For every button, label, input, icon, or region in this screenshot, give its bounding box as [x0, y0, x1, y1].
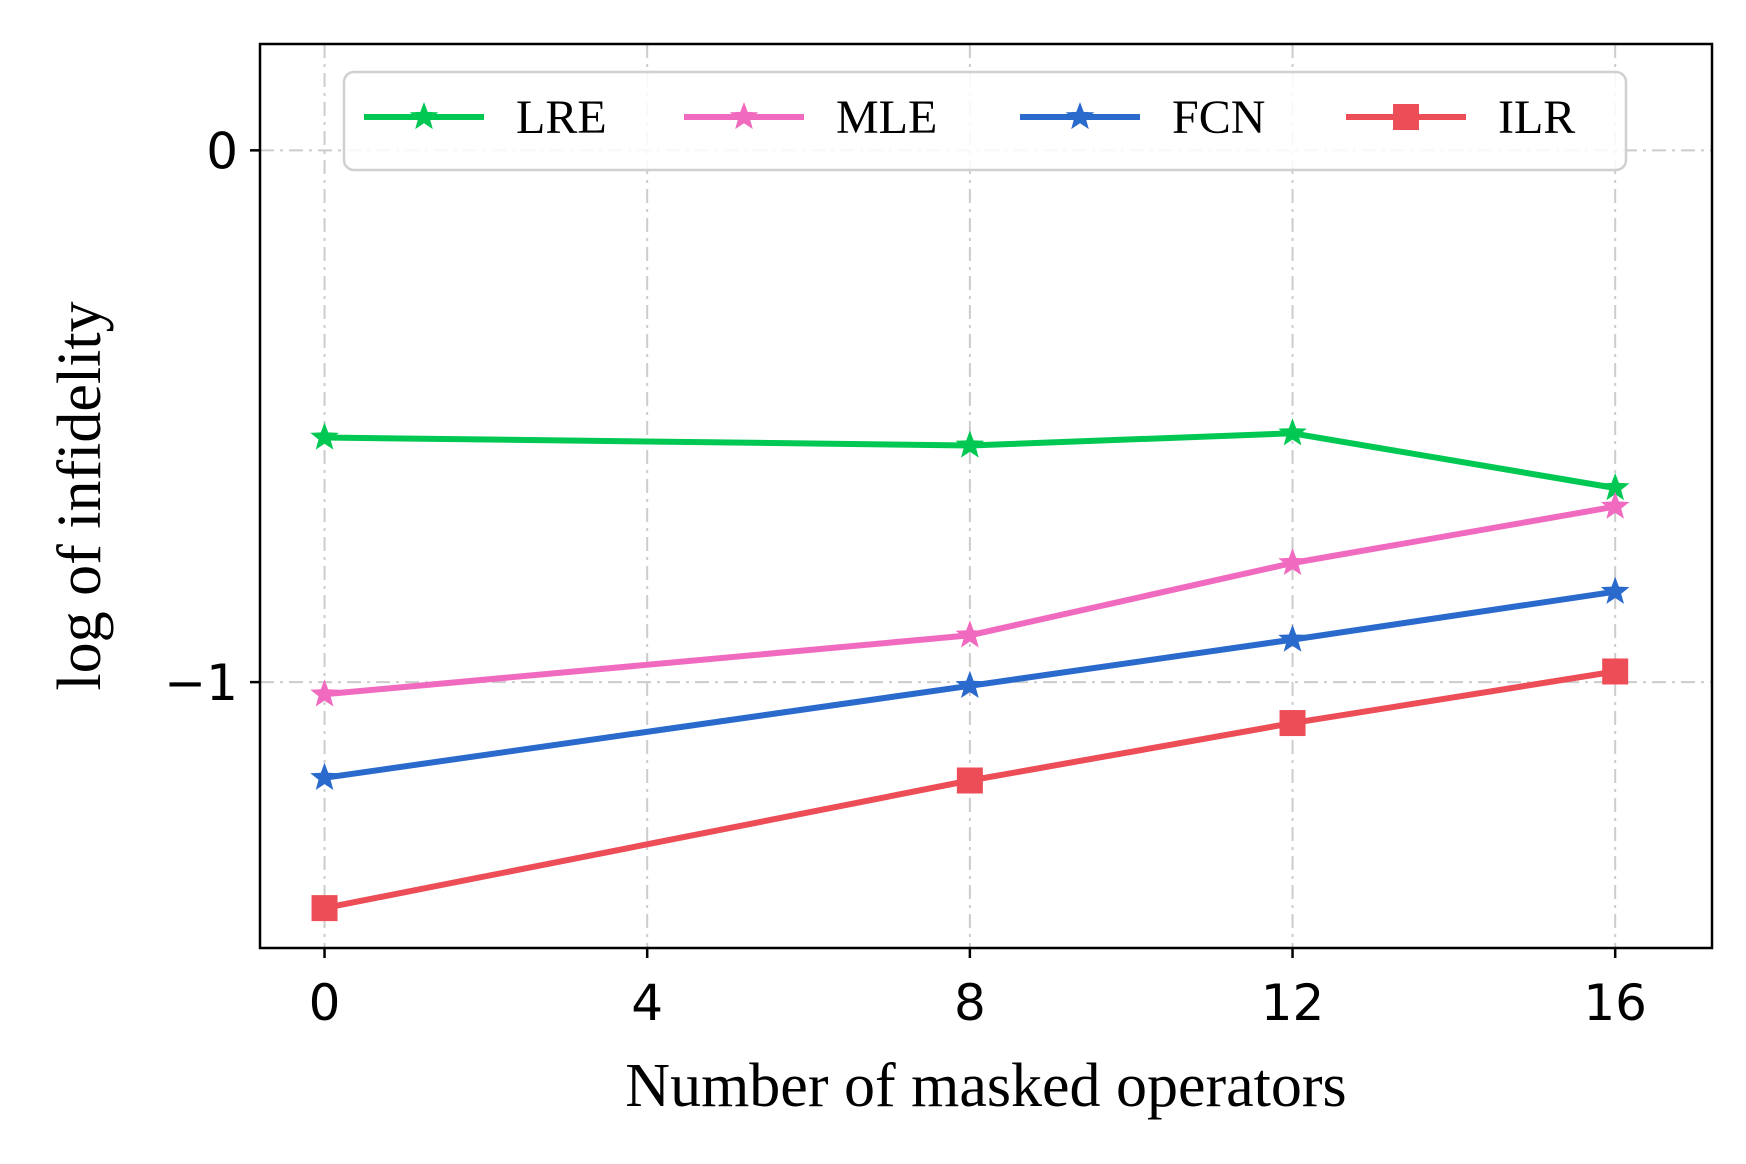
data-point-mle [1278, 548, 1307, 576]
series-layer [310, 418, 1630, 922]
data-point-fcn [310, 762, 339, 790]
series-line-mle [321, 503, 1619, 698]
y-tick-label: 0 [206, 122, 238, 180]
series-line-lre [321, 430, 1619, 491]
data-point-fcn [1278, 624, 1307, 652]
legend-marker-lre [409, 102, 439, 130]
data-point-mle [955, 620, 985, 648]
legend: LRE MLE FCN ILR [342, 70, 1628, 172]
series-line-fcn [321, 588, 1619, 781]
data-point-fcn [955, 670, 985, 698]
y-axis-title: log of infidelity [46, 301, 114, 690]
legend-marker-mle [729, 102, 759, 130]
data-point-lre [1600, 473, 1630, 501]
x-tick-label: 16 [1583, 974, 1647, 1032]
legend-label-ilr: ILR [1498, 91, 1575, 144]
x-axis-title: Number of masked operators [625, 1052, 1346, 1120]
legend-frame [342, 70, 1628, 172]
legend-label-fcn: FCN [1172, 91, 1265, 144]
legend-items: LRE MLE FCN ILR [364, 91, 1575, 144]
data-point-mle [310, 679, 339, 707]
legend-label-lre: LRE [516, 91, 607, 144]
x-tick-label: 4 [631, 974, 663, 1032]
data-point-fcn [1600, 576, 1630, 604]
grid [260, 44, 1712, 948]
legend-marker-fcn [1065, 102, 1095, 130]
legend-label-mle: MLE [836, 91, 937, 144]
data-point-lre [310, 422, 339, 450]
x-tick-label: 12 [1261, 974, 1325, 1032]
plot-frame [258, 42, 1714, 950]
data-point-ilr [1279, 710, 1306, 737]
series-line-ilr [321, 668, 1619, 912]
data-point-mle [1600, 491, 1630, 519]
x-tick-label: 0 [309, 974, 341, 1032]
data-point-ilr [1602, 658, 1629, 685]
y-tick-label: −1 [164, 654, 238, 712]
legend-marker-ilr [1393, 104, 1419, 130]
data-point-lre [955, 430, 985, 458]
data-point-lre [1278, 418, 1307, 446]
x-tick-label: 8 [954, 974, 986, 1032]
data-point-ilr [956, 767, 983, 794]
axis-ticks: 0 4 8 12 16 0 −1 [164, 122, 1647, 1032]
data-point-ilr [311, 895, 338, 922]
